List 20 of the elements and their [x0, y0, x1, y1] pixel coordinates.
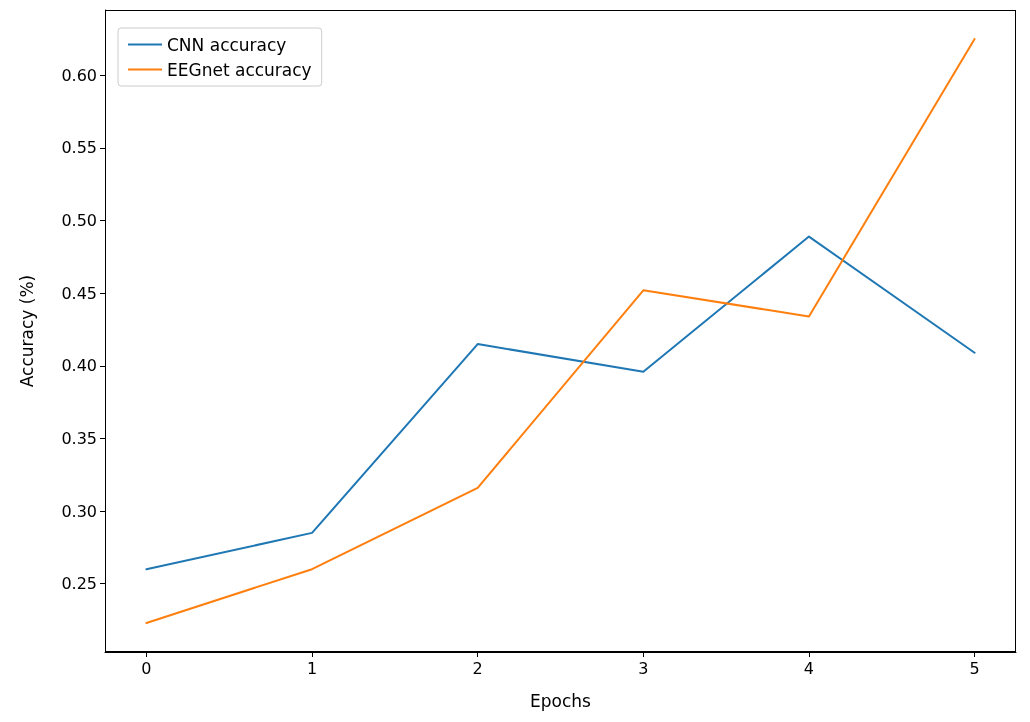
y-tick-label: 0.35 — [61, 428, 97, 448]
line-series — [145, 38, 976, 624]
line-series — [145, 235, 976, 571]
y-tick-label: 0.30 — [61, 501, 97, 521]
legend-label: CNN accuracy — [167, 34, 287, 55]
y-tick-label: 0.60 — [61, 65, 97, 85]
x-tick-label: 0 — [141, 658, 152, 678]
x-tick-label: 1 — [306, 658, 318, 678]
y-tick-label: 0.45 — [61, 283, 97, 303]
y-tick-label: 0.50 — [61, 211, 97, 231]
y-tick-label: 0.40 — [61, 356, 97, 376]
x-tick-label: 5 — [969, 658, 980, 678]
y-tick-label: 0.55 — [61, 138, 97, 158]
x-tick-label: 2 — [472, 658, 483, 678]
x-tick-label: 3 — [638, 658, 649, 678]
x-tick-label: 4 — [803, 658, 815, 678]
y-axis-title: Accuracy (%) — [16, 274, 37, 388]
y-tick-label: 0.25 — [61, 574, 97, 594]
legend-label: EEGnet accuracy — [167, 59, 312, 80]
x-axis-title: Epochs — [530, 690, 592, 711]
